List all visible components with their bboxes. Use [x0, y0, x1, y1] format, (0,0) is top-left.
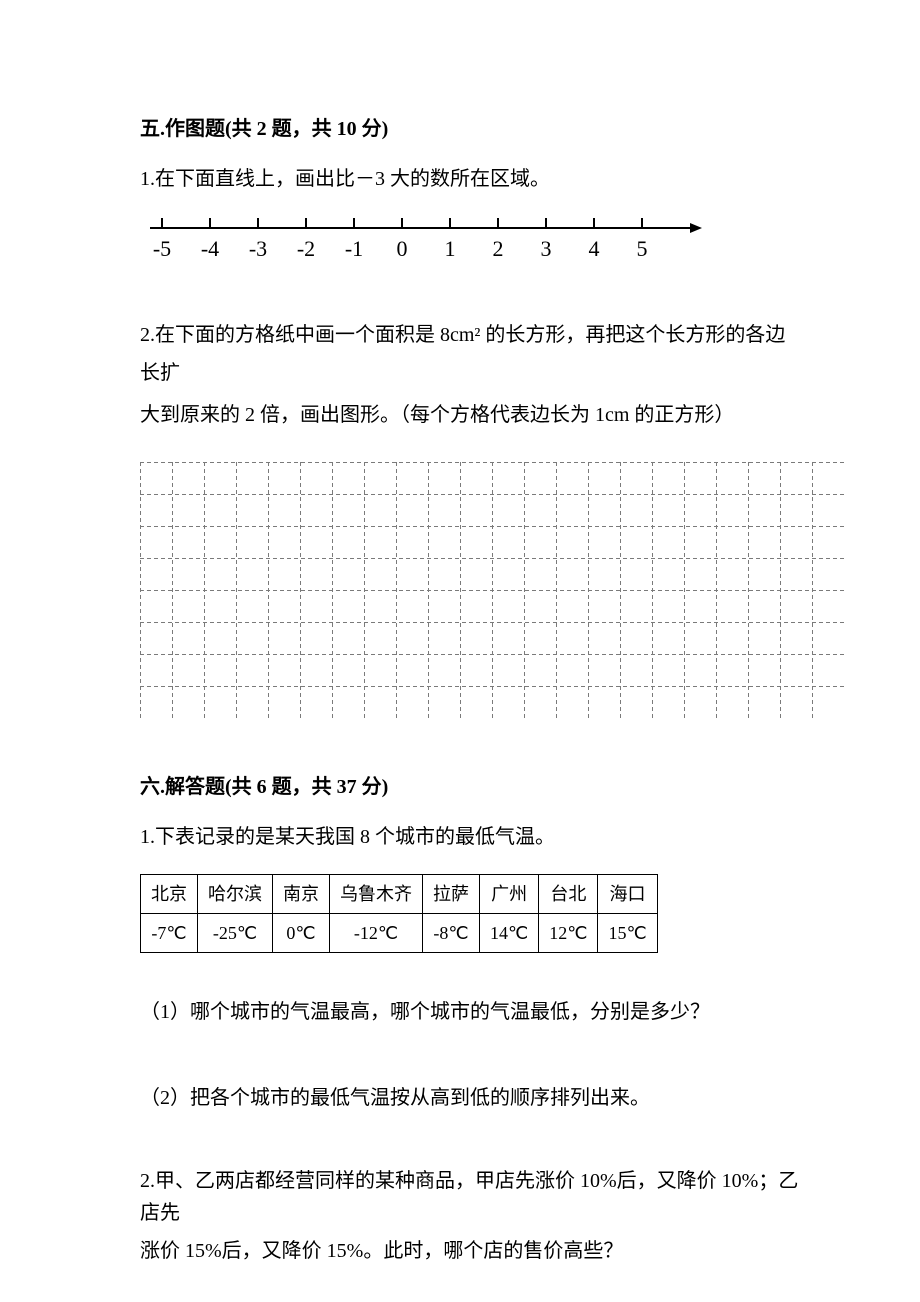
s6-q1-sub1: （1）哪个城市的气温最高，哪个城市的气温最低，分别是多少？ — [140, 993, 800, 1031]
s6-q1-sub2: （2）把各个城市的最低气温按从高到低的顺序排列出来。 — [140, 1079, 800, 1117]
svg-text:4: 4 — [589, 236, 600, 261]
city-cell: 广州 — [480, 875, 539, 914]
number-line-svg: -5 -4 -3 -2 -1 0 1 2 3 4 5 — [140, 216, 710, 272]
city-cell: 拉萨 — [423, 875, 480, 914]
temp-row: -7℃-25℃0℃-12℃-8℃14℃12℃15℃ — [141, 914, 658, 953]
svg-text:-2: -2 — [297, 236, 315, 261]
s5-q2-line1: 2.在下面的方格纸中画一个面积是 8cm² 的长方形，再把这个长方形的各边长扩 — [140, 316, 800, 392]
s6-q2-line2: 涨价 15%后，又降价 15%。此时，哪个店的售价高些？ — [140, 1235, 800, 1267]
temp-cell: -7℃ — [141, 914, 198, 953]
city-cell: 台北 — [539, 875, 598, 914]
city-cell: 哈尔滨 — [198, 875, 273, 914]
svg-text:0: 0 — [397, 236, 408, 261]
city-cell: 北京 — [141, 875, 198, 914]
temp-cell: -25℃ — [198, 914, 273, 953]
temperature-table: 北京哈尔滨南京乌鲁木齐拉萨广州台北海口 -7℃-25℃0℃-12℃-8℃14℃1… — [140, 874, 658, 953]
temp-cell: -8℃ — [423, 914, 480, 953]
svg-text:2: 2 — [493, 236, 504, 261]
svg-text:-1: -1 — [345, 236, 363, 261]
svg-text:-4: -4 — [201, 236, 219, 261]
city-cell: 南京 — [273, 875, 330, 914]
temp-cell: 14℃ — [480, 914, 539, 953]
temp-cell: 12℃ — [539, 914, 598, 953]
section5-title: 五.作图题(共 2 题，共 10 分) — [140, 110, 800, 148]
grid-svg — [140, 462, 844, 718]
city-cell: 乌鲁木齐 — [330, 875, 423, 914]
temp-cell: 15℃ — [598, 914, 657, 953]
city-cell: 海口 — [598, 875, 657, 914]
number-line-figure: -5 -4 -3 -2 -1 0 1 2 3 4 5 — [140, 216, 800, 272]
svg-text:-3: -3 — [249, 236, 267, 261]
city-row: 北京哈尔滨南京乌鲁木齐拉萨广州台北海口 — [141, 875, 658, 914]
section6-title: 六.解答题(共 6 题，共 37 分) — [140, 768, 800, 806]
svg-text:1: 1 — [445, 236, 456, 261]
s5-q2-line2: 大到原来的 2 倍，画出图形。（每个方格代表边长为 1cm 的正方形） — [140, 396, 800, 434]
worksheet-page: 五.作图题(共 2 题，共 10 分) 1.在下面直线上，画出比－3 大的数所在… — [0, 0, 920, 1302]
svg-text:3: 3 — [541, 236, 552, 261]
temp-cell: -12℃ — [330, 914, 423, 953]
s5-q1-text: 1.在下面直线上，画出比－3 大的数所在区域。 — [140, 160, 800, 198]
svg-text:-5: -5 — [153, 236, 171, 261]
svg-text:5: 5 — [637, 236, 648, 261]
temp-cell: 0℃ — [273, 914, 330, 953]
s6-q1-intro: 1.下表记录的是某天我国 8 个城市的最低气温。 — [140, 818, 800, 856]
grid-figure — [140, 462, 844, 718]
s6-q2-line1: 2.甲、乙两店都经营同样的某种商品，甲店先涨价 10%后，又降价 10%；乙店先 — [140, 1165, 800, 1229]
